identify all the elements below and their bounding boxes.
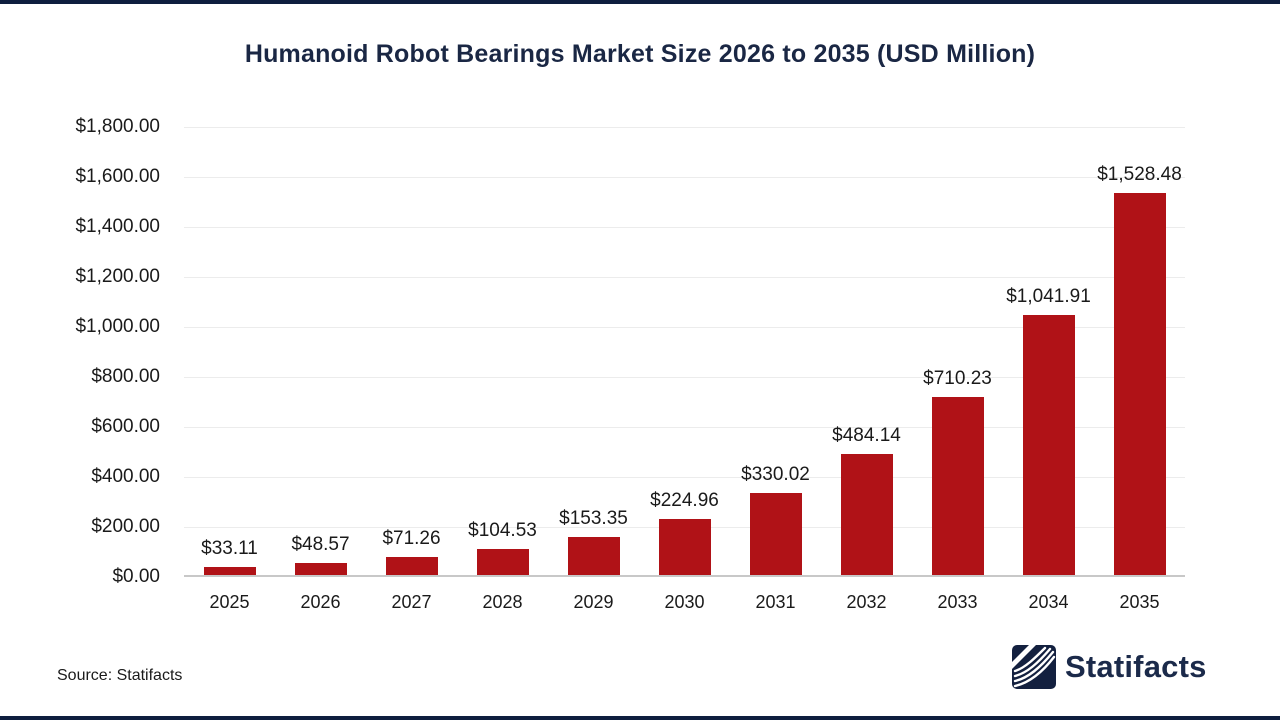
- bar-2028: [476, 548, 529, 575]
- bar-2035: [1113, 192, 1166, 575]
- chart-title: Humanoid Robot Bearings Market Size 2026…: [244, 40, 1036, 68]
- x-tick-label: 2034: [1028, 592, 1069, 612]
- x-tick-label: 2033: [937, 592, 978, 612]
- y-tick-label: $800.00: [91, 366, 160, 387]
- bar-value-label: $1,041.91: [1006, 285, 1091, 307]
- bar-value-label: $33.11: [201, 537, 258, 559]
- brand-name: Statifacts: [1065, 649, 1207, 684]
- gridline: [184, 427, 1185, 428]
- bar-value-label: $71.26: [382, 528, 441, 550]
- y-tick-label: $200.00: [91, 516, 160, 537]
- gridline: [184, 377, 1185, 378]
- bar-2030: [658, 518, 711, 575]
- bar-value-label: $224.96: [650, 489, 719, 511]
- y-tick-label: $0.00: [112, 566, 160, 587]
- x-tick-label: 2030: [664, 592, 705, 612]
- bar-value-label: $104.53: [468, 519, 537, 541]
- top-accent-strip: [0, 0, 1280, 4]
- y-tick-label: $1,400.00: [75, 216, 160, 237]
- x-tick-label: 2031: [755, 592, 796, 612]
- x-tick-label: 2028: [482, 592, 523, 612]
- gridline: [184, 327, 1185, 328]
- bar-value-label: $153.35: [559, 507, 628, 529]
- source-note: Source: Statifacts: [57, 667, 183, 684]
- gridline: [184, 477, 1185, 478]
- gridline: [184, 277, 1185, 278]
- bar-2032: [840, 453, 893, 575]
- y-tick-label: $1,800.00: [75, 116, 160, 137]
- bar-value-label: $1,528.48: [1097, 163, 1182, 185]
- gridline: [184, 127, 1185, 128]
- bar-2033: [931, 397, 984, 575]
- statifacts-logo-icon: [1012, 645, 1056, 689]
- x-tick-label: 2027: [391, 592, 432, 612]
- x-tick-label: 2029: [573, 592, 614, 612]
- bar-2026: [294, 562, 347, 575]
- y-tick-label: $1,200.00: [75, 266, 160, 287]
- bar-2029: [567, 536, 620, 575]
- brand-logo: Statifacts: [1012, 645, 1207, 689]
- bar-value-label: $330.02: [741, 463, 810, 485]
- gridline: [184, 177, 1185, 178]
- x-axis: 2025 2026 2027 2028 2029 2030 2031 2032 2033 2034…: [184, 592, 1185, 620]
- y-tick-label: $400.00: [91, 466, 160, 487]
- x-tick-label: 2026: [300, 592, 341, 612]
- bottom-accent-strip: [0, 716, 1280, 720]
- bar-2031: [749, 492, 802, 575]
- x-tick-label: 2035: [1119, 592, 1160, 612]
- bar-2034: [1022, 314, 1075, 575]
- y-axis: $1,800.00 $1,600.00 $1,400.00 $1,200.00 $1,0…: [20, 116, 160, 587]
- bar-value-label: $484.14: [832, 424, 901, 446]
- x-tick-label: 2032: [846, 592, 887, 612]
- plot-area: $33.11 $48.57 $71.26 $104.53 $153.35 $224.96 $…: [184, 127, 1185, 577]
- y-tick-label: $600.00: [91, 416, 160, 437]
- x-tick-label: 2025: [209, 592, 250, 612]
- y-tick-label: $1,000.00: [75, 316, 160, 337]
- bar-value-label: $710.23: [923, 368, 992, 390]
- bar-value-label: $48.57: [291, 533, 350, 555]
- bar-2025: [203, 566, 256, 575]
- gridline: [184, 227, 1185, 228]
- bar-2027: [385, 557, 438, 575]
- y-tick-label: $1,600.00: [75, 166, 160, 187]
